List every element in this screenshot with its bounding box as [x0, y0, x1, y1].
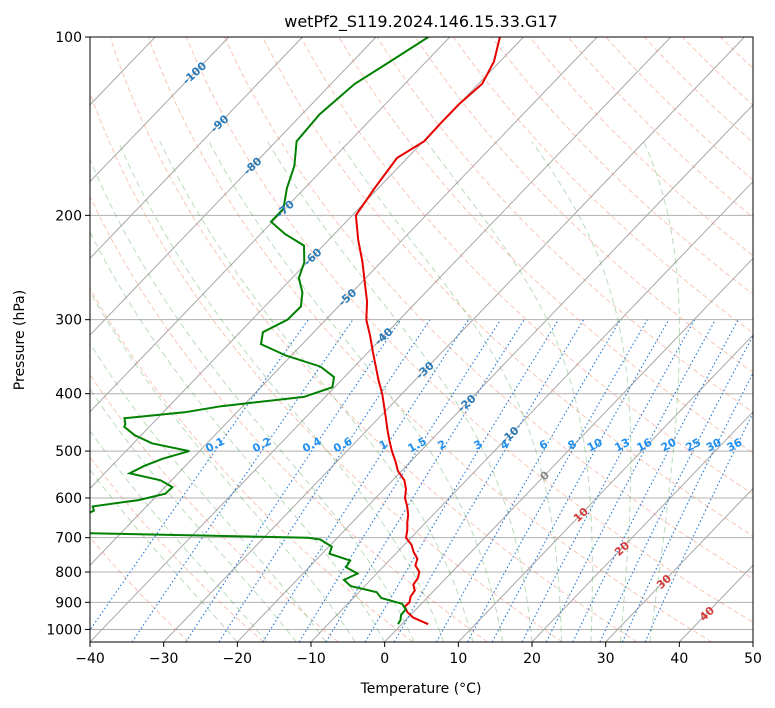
- y-tick-label: 800: [55, 565, 82, 581]
- isotherm: [90, 37, 303, 260]
- x-tick-label: −40: [75, 651, 105, 667]
- moist-adiabat: [426, 141, 593, 642]
- dry-adiabat: [90, 536, 190, 642]
- isotherm: [531, 411, 753, 642]
- y-tick-label: 600: [55, 491, 82, 507]
- mixing-ratio-line: [644, 411, 753, 642]
- x-tick-label: 30: [597, 651, 615, 667]
- dry-adiabat: [90, 456, 264, 642]
- isotherm: [236, 104, 753, 642]
- plot-area: [90, 37, 753, 642]
- mixing-ratio-label: 36: [725, 436, 745, 455]
- y-tick-label: 700: [55, 531, 82, 547]
- x-tick-label: −30: [149, 651, 179, 667]
- mixing-ratio-label: 30: [704, 436, 724, 455]
- mixing-ratio-line: [435, 319, 621, 642]
- isotherm: [384, 257, 753, 642]
- moist-adiabat: [338, 141, 562, 642]
- dry-adiabat: [262, 37, 753, 537]
- dewpoint-profile: [90, 37, 429, 625]
- moist-adiabat: [117, 141, 445, 642]
- mixing-ratio-line: [393, 319, 585, 642]
- mixing-ratio-label: 25: [683, 436, 703, 455]
- dry-adiabat: [185, 37, 753, 623]
- dry-adiabat: [759, 37, 775, 642]
- x-tick-label: −10: [296, 651, 326, 667]
- dry-adiabat: [90, 91, 563, 642]
- moist-adiabat: [90, 230, 386, 642]
- dry-adiabat: [90, 287, 414, 642]
- y-tick-label: 900: [55, 595, 82, 611]
- dry-adiabat: [224, 37, 753, 580]
- mixing-ratio-line: [572, 319, 739, 642]
- y-tick-label: 1000: [46, 622, 82, 638]
- y-tick-label: 100: [55, 30, 82, 46]
- isotherm: [90, 37, 377, 336]
- moist-adiabat: [90, 388, 297, 642]
- mixing-ratio-label: 20: [659, 436, 679, 455]
- mixing-ratio-line: [467, 319, 648, 642]
- moist-adiabat: [159, 141, 474, 642]
- mixing-ratio-line: [521, 319, 696, 642]
- isotherm: [90, 37, 451, 413]
- isotherm: [90, 37, 230, 183]
- dry-adiabat: [338, 37, 753, 454]
- x-tick-label: 0: [380, 651, 389, 667]
- y-axis-title: Pressure (hPa): [12, 290, 28, 390]
- y-tick-label: 200: [55, 208, 82, 224]
- temperature-profile: [354, 37, 501, 626]
- isotherm: [163, 37, 745, 642]
- mixing-ratio-line: [298, 319, 502, 642]
- y-tick-label: 500: [55, 444, 82, 460]
- moist-adiabat: [531, 141, 632, 642]
- mixing-ratio-line: [491, 319, 670, 642]
- dry-adiabat: [109, 37, 638, 642]
- chart-title: wetPf2_S119.2024.146.15.33.G17: [284, 12, 558, 32]
- axes: −40 −30 −20 −10 0 10 20 30 40 50 100 200 300 400 500 60…: [46, 30, 762, 667]
- isotherm: [457, 334, 753, 642]
- mixing-ratio-label: 10: [585, 436, 605, 455]
- y-tick-label: 400: [55, 387, 82, 403]
- isotherm: [752, 641, 753, 642]
- moist-adiabat: [90, 429, 268, 642]
- dry-adiabat: [376, 37, 753, 413]
- plot-frame: [89, 36, 754, 643]
- profile-lines: [90, 37, 501, 626]
- moist-adiabat: [90, 469, 238, 642]
- moist-adiabat: [90, 290, 356, 642]
- x-tick-label: −20: [223, 651, 253, 667]
- mixing-ratio-line: [131, 319, 354, 642]
- dry-adiabat: [147, 37, 712, 642]
- mixing-ratio-label: 13: [612, 436, 632, 455]
- dry-adiabat: [90, 195, 488, 642]
- isotherm: [90, 37, 598, 566]
- x-tick-label: 40: [670, 651, 688, 667]
- mixing-ratio-line: [325, 319, 525, 642]
- moist-adiabat: [643, 141, 680, 642]
- isotherm: [90, 37, 672, 642]
- x-tick-label: 50: [744, 651, 762, 667]
- y-tick-label: 300: [55, 313, 82, 329]
- dry-adiabat: [452, 37, 753, 334]
- mixing-ratio-label: 16: [635, 436, 655, 455]
- moist-adiabat: [208, 141, 503, 642]
- x-tick-label: 10: [449, 651, 467, 667]
- isotherm: [605, 487, 753, 642]
- mixing-ratio-line: [545, 319, 716, 642]
- x-tick-label: 20: [523, 651, 541, 667]
- x-axis-title: Temperature (°C): [360, 681, 482, 697]
